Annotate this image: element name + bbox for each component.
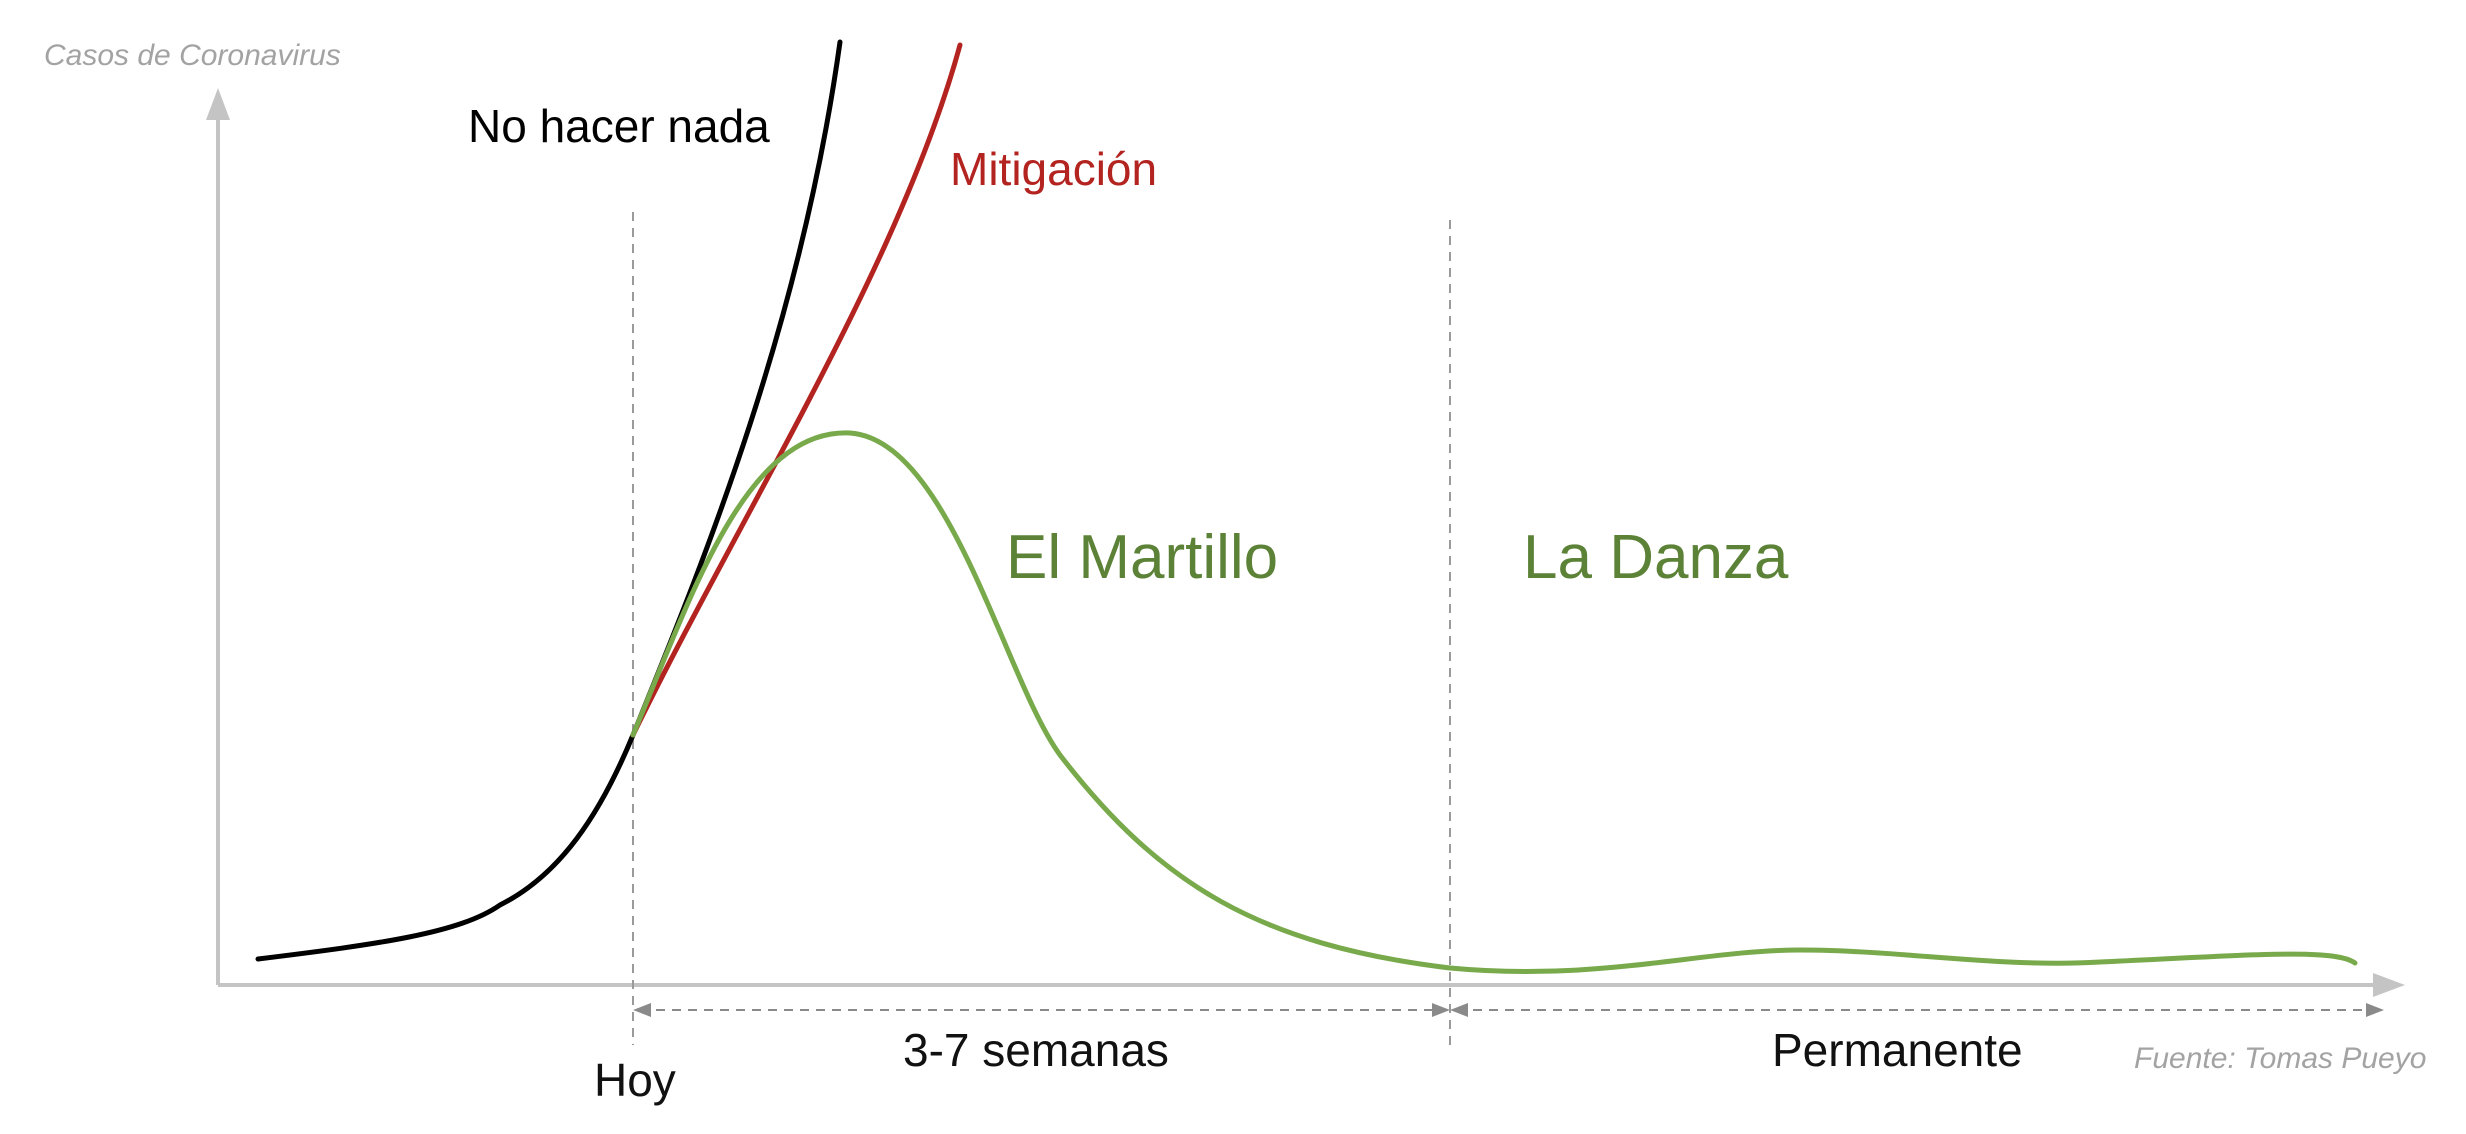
mitigation-curve: [630, 42, 963, 738]
hammer-duration-arrow: [633, 1003, 1450, 1017]
dance-label: La Danza: [1523, 523, 1789, 592]
axes: [206, 88, 2405, 997]
y-axis-arrowhead: [206, 88, 230, 120]
y-axis-label: Casos de Coronavirus: [44, 39, 341, 72]
dance-duration-label: Permanente: [1772, 1024, 2023, 1076]
do-nothing-label: No hacer nada: [468, 100, 770, 152]
hammer-label: El Martillo: [1006, 523, 1278, 592]
do-nothing-curve: [255, 39, 843, 962]
source-credit: Fuente: Tomas Pueyo: [2134, 1042, 2426, 1075]
hammer-duration-label: 3-7 semanas: [903, 1024, 1169, 1076]
dance-duration-arrow: [1450, 1003, 2384, 1017]
today-label: Hoy: [594, 1054, 676, 1106]
x-axis-arrowhead: [2373, 973, 2405, 997]
suppression-curve: [630, 430, 2358, 974]
mitigation-label: Mitigación: [950, 143, 1157, 195]
